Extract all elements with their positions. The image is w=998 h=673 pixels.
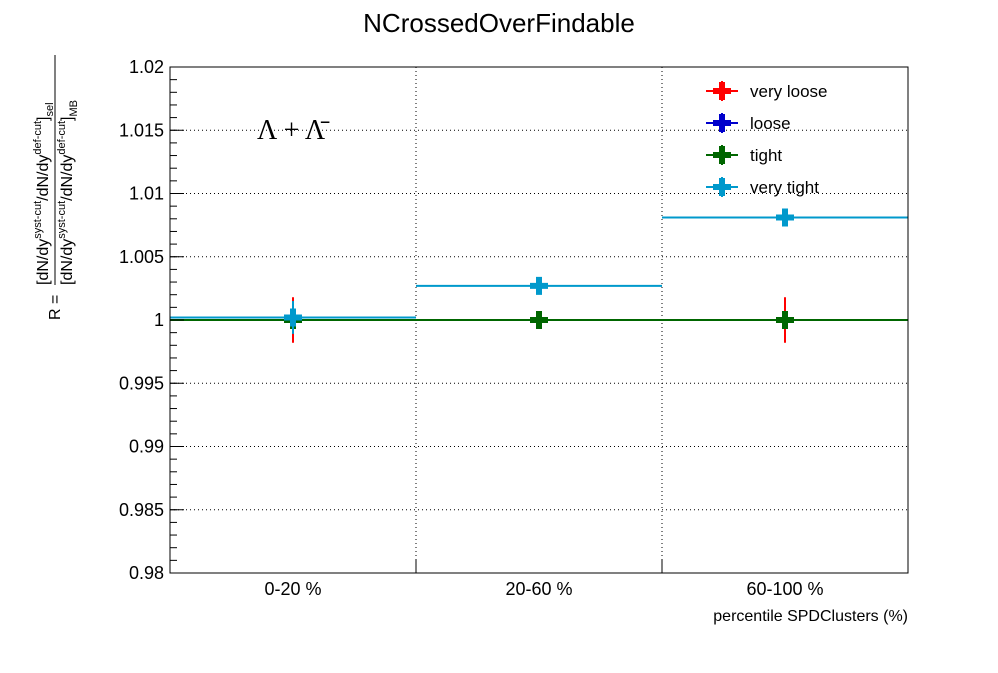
y-tick-label: 1.015 — [119, 120, 164, 140]
y-tick-label: 1.005 — [119, 247, 164, 267]
ylabel-den-end: ] — [59, 117, 76, 121]
legend-marker — [713, 114, 731, 132]
ylabel-num-end: ] — [35, 117, 52, 121]
data-series — [170, 208, 908, 343]
ylabel-den-sub: MB — [68, 100, 80, 117]
y-tick-label: 1 — [154, 310, 164, 330]
ylabel-num-sup1: syst-cut — [32, 201, 44, 239]
data-point — [776, 208, 794, 227]
ylabel-den-sup2: def-cut — [56, 121, 68, 155]
ylabel-den-sup1: syst-cut — [56, 201, 68, 239]
x-tick-label: 0-20 % — [264, 579, 321, 599]
legend-label: very tight — [750, 178, 819, 197]
y-tick-label: 0.985 — [119, 500, 164, 520]
ylabel-num: [dN/dy — [35, 239, 52, 285]
axes: 0.98 0.985 0.99 0.995 1 1.005 1.01 1.015 1.02 0-2… — [119, 57, 824, 599]
ylabel-num-sub: sel — [44, 102, 56, 116]
x-tick-label: 60-100 % — [746, 579, 823, 599]
y-tick-label: 1.01 — [129, 184, 164, 204]
data-point — [530, 311, 548, 329]
chart-title: NCrossedOverFindable — [363, 8, 635, 38]
particle-annotation: Λ + Λ̄ — [257, 115, 330, 146]
legend-label: loose — [750, 114, 791, 133]
ylabel-num-sup2: def-cut — [32, 121, 44, 155]
ylabel-den: [dN/dy — [59, 239, 76, 285]
legend-label: tight — [750, 146, 782, 165]
svg-text:R =: R = — [47, 295, 64, 320]
x-tick-label: 20-60 % — [505, 579, 572, 599]
y-tick-label: 0.995 — [119, 373, 164, 393]
ylabel-prefix: R = — [47, 295, 64, 320]
svg-text:[dN/dysyst-cut/dN/dydef-cut]se: [dN/dysyst-cut/dN/dydef-cut]sel — [32, 102, 56, 285]
y-tick-label: 1.02 — [129, 57, 164, 77]
legend-label: very loose — [750, 82, 827, 101]
series-very-tight — [170, 208, 908, 334]
data-point — [530, 276, 548, 295]
y-axis-label: R = [dN/dysyst-cut/dN/dydef-cut]sel [dN/… — [32, 55, 80, 320]
y-tick-label: 0.98 — [129, 563, 164, 583]
legend: very loose loose tight very tight — [706, 81, 827, 197]
data-point — [284, 308, 302, 327]
ylabel-num-mid: /dN/dy — [35, 155, 52, 201]
y-tick-label: 0.99 — [129, 437, 164, 457]
svg-text:[dN/dysyst-cut/dN/dydef-cut]MB: [dN/dysyst-cut/dN/dydef-cut]MB — [56, 100, 80, 285]
legend-marker — [713, 146, 731, 164]
x-axis-label: percentile SPDClusters (%) — [713, 608, 908, 625]
legend-marker — [713, 82, 731, 100]
legend-marker — [713, 178, 731, 196]
ylabel-den-mid: /dN/dy — [59, 155, 76, 201]
data-point — [776, 311, 794, 329]
